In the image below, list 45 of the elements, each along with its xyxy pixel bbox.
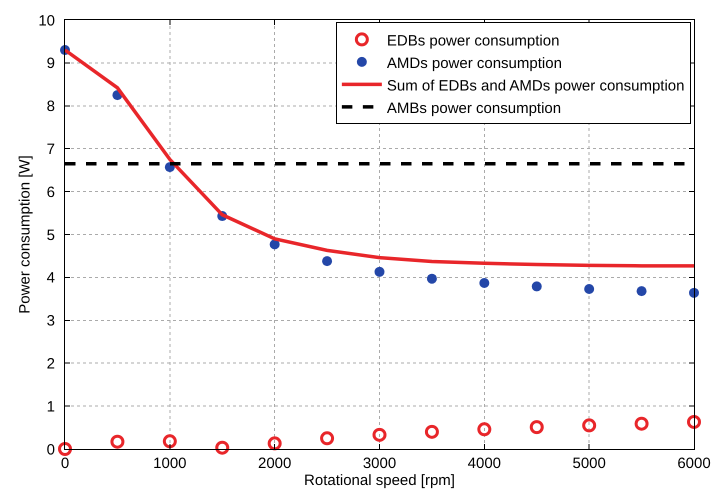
point: [582, 418, 596, 432]
x-tick-label: 6000: [677, 455, 711, 472]
y-tick-label: 10: [38, 12, 55, 30]
point: [320, 431, 334, 446]
x-tick-label: 0: [60, 455, 70, 472]
x-tick-label: 2000: [258, 455, 292, 472]
point: [110, 434, 124, 449]
y-tick-label: 8: [46, 98, 55, 116]
y-tick-label: 7: [46, 140, 55, 158]
y-tick-label: 4: [46, 270, 55, 287]
x-axis-title: Rotational speed [rpm]: [304, 472, 455, 489]
point: [215, 440, 230, 455]
legend-label: EDBs power consumption: [386, 32, 560, 50]
point: [270, 239, 280, 250]
y-tick-label: 2: [46, 355, 55, 372]
y-tick-label: 9: [46, 55, 55, 72]
point: [477, 422, 492, 436]
y-tick-label: 1: [46, 398, 55, 416]
y-tick-label: 3: [46, 312, 55, 330]
y-tick-label: 5: [46, 226, 55, 244]
y-tick-label: 6: [46, 184, 55, 201]
point: [374, 266, 384, 277]
x-tick-label: 4000: [468, 455, 502, 472]
point: [532, 281, 542, 292]
legend-label: AMBs power consumption: [386, 100, 562, 117]
x-tick-label: 1000: [153, 455, 187, 472]
y-axis-title: Power consumption [W]: [16, 155, 34, 314]
point: [634, 416, 649, 431]
point: [426, 274, 437, 284]
point: [372, 428, 386, 442]
point: [636, 286, 647, 296]
point: [58, 442, 72, 456]
point: [479, 278, 490, 288]
x-tick-label: 5000: [572, 455, 606, 472]
point: [162, 434, 177, 448]
legend-label: AMDs power consumption: [386, 54, 562, 72]
x-tick-label: 3000: [362, 455, 396, 472]
y-tick-label: 0: [46, 441, 55, 458]
point: [322, 256, 332, 266]
point: [687, 414, 701, 429]
point: [268, 436, 282, 450]
point: [584, 284, 594, 294]
point: [424, 424, 439, 439]
legend-label: Sum of EDBs and AMDs power consumption: [386, 77, 684, 94]
point: [530, 420, 544, 434]
